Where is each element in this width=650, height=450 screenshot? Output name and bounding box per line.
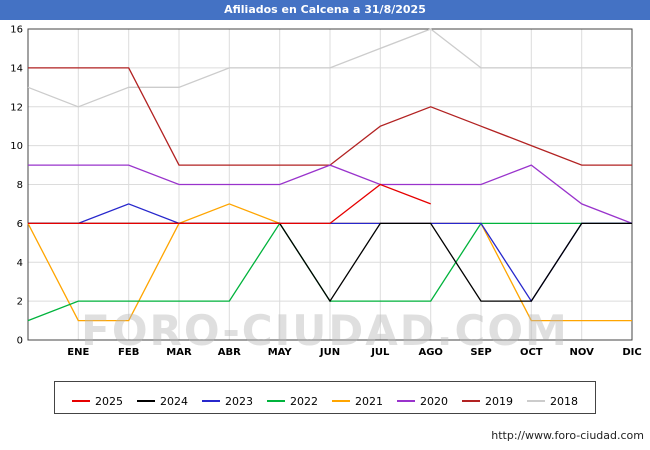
legend-swatch-2020 bbox=[397, 400, 415, 402]
legend-item-2019: 2019 bbox=[462, 395, 513, 408]
legend-label: 2019 bbox=[485, 394, 513, 408]
legend-swatch-2025 bbox=[72, 400, 90, 402]
plot-border bbox=[27, 28, 633, 341]
footer-url[interactable]: http://www.foro-ciudad.com bbox=[491, 429, 644, 442]
series-line-2025 bbox=[28, 183, 431, 225]
y-tick-label: 0 bbox=[17, 336, 23, 347]
legend-item-2024: 2024 bbox=[137, 395, 188, 408]
y-tick-label: 14 bbox=[10, 63, 23, 74]
y-tick-label: 8 bbox=[17, 180, 23, 191]
legend-label: 2024 bbox=[160, 394, 188, 408]
y-tick-label: 2 bbox=[17, 297, 23, 308]
legend-label: 2025 bbox=[95, 394, 123, 408]
legend-swatch-2019 bbox=[462, 400, 480, 402]
x-tick-label: JUN bbox=[319, 347, 340, 358]
x-tick-label: JUL bbox=[370, 347, 390, 358]
legend-swatch-2022 bbox=[267, 400, 285, 402]
legend-label: 2021 bbox=[355, 394, 383, 408]
legend-item-2020: 2020 bbox=[397, 395, 448, 408]
legend-swatch-2021 bbox=[332, 400, 350, 402]
x-tick-label: OCT bbox=[520, 347, 543, 358]
legend-swatch-2018 bbox=[527, 400, 545, 402]
legend-label: 2018 bbox=[550, 394, 578, 408]
x-tick-label: ABR bbox=[218, 347, 241, 358]
y-tick-label: 16 bbox=[10, 25, 23, 36]
legend-item-2022: 2022 bbox=[267, 395, 318, 408]
x-tick-label: ENE bbox=[67, 347, 89, 358]
legend-item-2025: 2025 bbox=[72, 395, 123, 408]
legend-label: 2022 bbox=[290, 394, 318, 408]
legend-swatch-2024 bbox=[137, 400, 155, 402]
x-tick-label: AGO bbox=[418, 347, 442, 358]
y-tick-label: 10 bbox=[10, 141, 23, 152]
x-tick-label: SEP bbox=[470, 347, 491, 358]
legend-label: 2020 bbox=[420, 394, 448, 408]
legend-item-2021: 2021 bbox=[332, 395, 383, 408]
series-line-2018 bbox=[27, 28, 632, 108]
x-tick-label: FEB bbox=[118, 347, 139, 358]
series-line-2020 bbox=[28, 164, 633, 225]
line-chart: 0 2 4 6 8 10 12 14 16 ENE FEB MAR ABR MAY JUN JUL AGO SEP… bbox=[10, 25, 641, 359]
legend-swatch-2023 bbox=[202, 400, 220, 402]
y-tick-label: 12 bbox=[10, 102, 23, 113]
chart-title: Afiliados en Calcena a 31/8/2025 bbox=[0, 0, 650, 20]
chart-area: 0 2 4 6 8 10 12 14 16 ENE FEB MAR ABR MAY JUN JUL AGO SEP… bbox=[0, 20, 650, 365]
y-tick-label: 4 bbox=[17, 258, 23, 269]
legend-label: 2023 bbox=[225, 394, 253, 408]
x-tick-label: DIC bbox=[622, 347, 641, 358]
x-tick-label: MAR bbox=[166, 347, 192, 358]
legend-item-2023: 2023 bbox=[202, 395, 253, 408]
x-tick-label: NOV bbox=[570, 347, 595, 358]
legend: 2025 2024 2023 2022 2021 2020 2019 2018 bbox=[0, 381, 650, 414]
y-tick-label: 6 bbox=[17, 219, 23, 230]
legend-box: 2025 2024 2023 2022 2021 2020 2019 2018 bbox=[54, 381, 596, 414]
legend-item-2018: 2018 bbox=[527, 395, 578, 408]
x-tick-label: MAY bbox=[268, 347, 293, 358]
